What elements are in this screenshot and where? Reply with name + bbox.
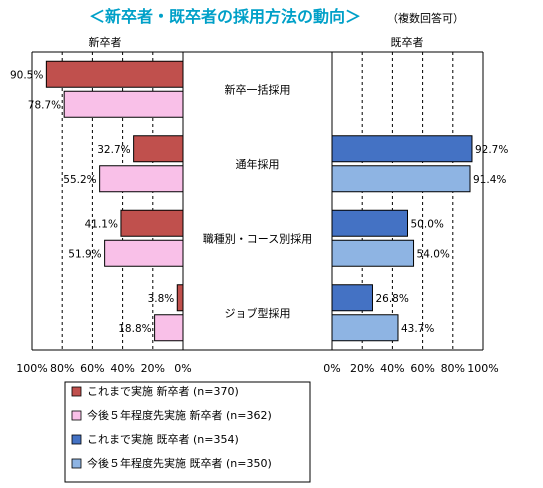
bar xyxy=(331,209,408,237)
bar xyxy=(63,90,184,118)
legend-label: これまで実施 新卒者 (n=370) xyxy=(87,384,239,398)
bar xyxy=(331,165,471,193)
bar xyxy=(104,239,184,267)
right-axis-tick-label: 0% xyxy=(323,362,340,375)
right-panel-label: 既卒者 xyxy=(391,35,424,49)
legend-label: 今後５年程度先実施 新卒者 (n=362) xyxy=(87,408,272,422)
left-axis-tick-label: 0% xyxy=(174,362,191,375)
data-label: 26.8% xyxy=(375,293,408,305)
data-label: 41.1% xyxy=(85,218,118,230)
legend-swatch xyxy=(71,386,82,397)
data-label: 43.7% xyxy=(401,323,434,335)
data-label: 90.5% xyxy=(10,69,43,81)
data-label: 32.7% xyxy=(97,144,130,156)
category-label: 通年採用 xyxy=(236,157,280,171)
category-label: 職種別・コース別採用 xyxy=(203,231,312,245)
legend-swatch xyxy=(71,410,82,421)
data-label: 51.9% xyxy=(68,248,101,260)
right-axis-tick-label: 20% xyxy=(350,362,374,375)
bar xyxy=(99,165,184,193)
chart-title: ＜新卒者・既卒者の採用方法の動向＞ xyxy=(89,7,361,26)
category-label: 新卒一括採用 xyxy=(225,82,291,96)
legend-label: これまで実施 既卒者 (n=354) xyxy=(87,432,239,446)
legend-swatch xyxy=(71,434,82,445)
left-panel-label: 新卒者 xyxy=(89,35,122,49)
right-axis-tick-label: 40% xyxy=(380,362,404,375)
bar xyxy=(120,209,184,237)
left-axis-tick-label: 20% xyxy=(141,362,165,375)
right-axis-tick-label: 80% xyxy=(441,362,465,375)
legend-label: 今後５年程度先実施 既卒者 (n=350) xyxy=(87,456,272,470)
data-label: 55.2% xyxy=(63,174,96,186)
bar xyxy=(133,135,184,163)
category-label: ジョブ型採用 xyxy=(225,306,291,320)
legend-box xyxy=(64,381,311,483)
right-axis-tick-label: 60% xyxy=(410,362,434,375)
left-axis-tick-label: 40% xyxy=(110,362,134,375)
data-label: 50.0% xyxy=(411,218,444,230)
data-label: 54.0% xyxy=(417,248,450,260)
right-axis-tick-label: 100% xyxy=(467,362,498,375)
legend-swatch xyxy=(71,458,82,469)
data-label: 3.8% xyxy=(148,293,175,305)
bar xyxy=(154,314,184,342)
bar xyxy=(176,284,184,312)
bar xyxy=(331,314,399,342)
left-axis-tick-label: 100% xyxy=(16,362,47,375)
bar xyxy=(45,60,184,88)
left-axis-tick-label: 80% xyxy=(50,362,74,375)
data-label: 91.4% xyxy=(473,174,506,186)
bar xyxy=(331,239,415,267)
data-label: 92.7% xyxy=(475,144,508,156)
category-center-box xyxy=(182,51,333,351)
left-axis-tick-label: 60% xyxy=(80,362,104,375)
chart-subtitle: （複数回答可） xyxy=(387,11,464,25)
data-label: 78.7% xyxy=(28,99,61,111)
data-label: 18.8% xyxy=(118,323,151,335)
bar xyxy=(331,135,473,163)
bar xyxy=(331,284,373,312)
